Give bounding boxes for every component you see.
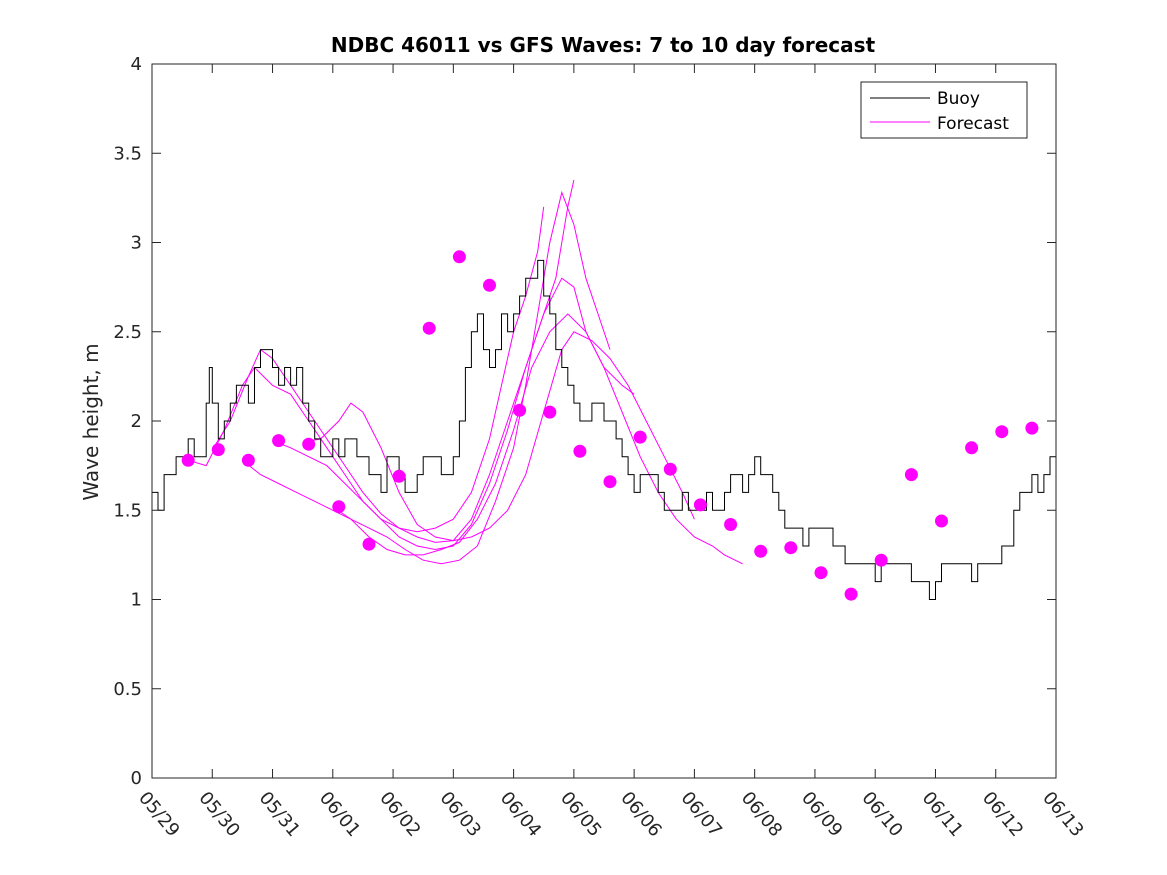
y-tick-label: 4 [131, 54, 142, 75]
forecast-line-3 [272, 277, 635, 551]
forecast-marker [362, 537, 376, 551]
forecast-marker [784, 541, 798, 555]
y-tick-label: 3.5 [113, 143, 142, 164]
forecast-line-2 [242, 190, 611, 565]
chart-title: NDBC 46011 vs GFS Waves: 7 to 10 day for… [331, 33, 876, 57]
forecast-marker [965, 441, 979, 455]
y-tick-label: 2.5 [113, 322, 142, 343]
y-tick-label: 0.5 [113, 679, 142, 700]
y-tick-label: 1 [131, 590, 142, 611]
legend-label-forecast: Forecast [937, 114, 1009, 134]
forecast-marker [573, 444, 587, 458]
series-group [152, 179, 1056, 600]
forecast-marker [302, 437, 316, 451]
forecast-marker [422, 321, 436, 335]
y-tick-label: 1.5 [113, 500, 142, 521]
forecast-marker [211, 443, 225, 457]
legend-label-buoy: Buoy [937, 89, 980, 109]
forecast-marker [483, 278, 496, 292]
legend: Buoy Forecast [860, 81, 1028, 139]
forecast-marker [392, 469, 406, 483]
forecast-marker [603, 475, 617, 489]
forecast-marker [452, 250, 466, 264]
forecast-marker [272, 434, 286, 448]
forecast-marker [995, 425, 1009, 439]
y-tick-label: 0 [131, 768, 142, 789]
buoy-line [152, 259, 1056, 600]
forecast-line-4 [302, 331, 695, 542]
y-axis-label: Wave height, m [79, 343, 103, 500]
forecast-marker [693, 498, 707, 512]
forecast-marker [633, 430, 647, 444]
forecast-marker [663, 462, 677, 476]
legend-box [860, 81, 1028, 139]
forecast-marker [1025, 421, 1039, 435]
forecast-line-5 [332, 313, 743, 565]
forecast-marker [332, 500, 346, 514]
forecast-marker [724, 518, 738, 531]
forecast-marker [543, 405, 557, 419]
forecast-marker [935, 514, 948, 528]
forecast-marker [513, 403, 527, 417]
y-tick-label: 2 [131, 411, 142, 432]
forecast-marker [241, 453, 255, 467]
forecast-marker [814, 566, 828, 580]
forecast-marker [844, 587, 858, 601]
forecast-marker [874, 553, 888, 567]
y-tick-label: 3 [131, 233, 142, 254]
forecast-marker [904, 468, 918, 482]
forecast-marker [754, 544, 768, 558]
forecast-marker [181, 453, 195, 467]
plot-area [152, 179, 1056, 601]
